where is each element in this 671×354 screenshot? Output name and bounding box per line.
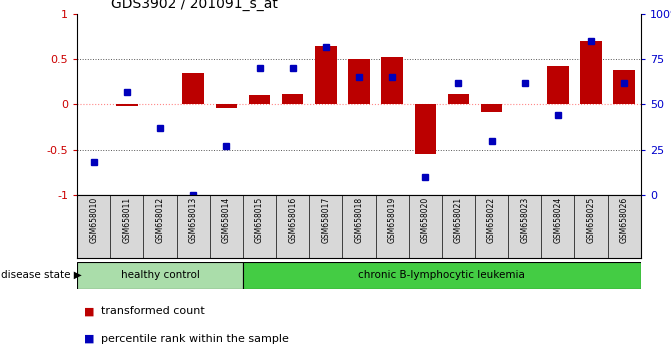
Bar <box>381 57 403 104</box>
Text: GSM658011: GSM658011 <box>122 196 132 243</box>
Text: GSM658020: GSM658020 <box>421 196 430 243</box>
Bar <box>481 104 503 112</box>
Text: GDS3902 / 201091_s_at: GDS3902 / 201091_s_at <box>111 0 278 11</box>
Text: percentile rank within the sample: percentile rank within the sample <box>101 334 289 344</box>
Text: GSM658010: GSM658010 <box>89 196 98 243</box>
Text: GSM658025: GSM658025 <box>586 196 596 243</box>
Bar <box>282 93 303 104</box>
Text: GSM658014: GSM658014 <box>222 196 231 243</box>
Text: GSM658022: GSM658022 <box>487 196 496 243</box>
Text: GSM658018: GSM658018 <box>354 196 364 243</box>
Bar <box>249 96 270 104</box>
Text: healthy control: healthy control <box>121 270 199 280</box>
Bar <box>547 65 569 104</box>
Text: chronic B-lymphocytic leukemia: chronic B-lymphocytic leukemia <box>358 270 525 280</box>
Bar <box>116 104 138 106</box>
Bar <box>448 93 469 104</box>
Text: GSM658016: GSM658016 <box>288 196 297 243</box>
Text: GSM658012: GSM658012 <box>156 196 164 243</box>
Text: GSM658013: GSM658013 <box>189 196 198 243</box>
Text: GSM658019: GSM658019 <box>388 196 397 243</box>
Bar <box>243 262 641 289</box>
Bar <box>183 73 204 104</box>
Text: GSM658023: GSM658023 <box>520 196 529 243</box>
Bar <box>580 41 602 104</box>
Text: GSM658026: GSM658026 <box>620 196 629 243</box>
Bar <box>415 104 436 154</box>
Text: ■: ■ <box>84 334 95 344</box>
Bar <box>77 262 243 289</box>
Bar <box>348 59 370 104</box>
Text: GSM658024: GSM658024 <box>554 196 562 243</box>
Text: ■: ■ <box>84 306 95 316</box>
Bar <box>613 70 635 104</box>
Text: GSM658017: GSM658017 <box>321 196 330 243</box>
Text: disease state ▶: disease state ▶ <box>1 270 82 280</box>
Text: GSM658021: GSM658021 <box>454 196 463 243</box>
Text: transformed count: transformed count <box>101 306 205 316</box>
Text: GSM658015: GSM658015 <box>255 196 264 243</box>
Bar <box>315 46 337 104</box>
Bar <box>215 104 237 108</box>
